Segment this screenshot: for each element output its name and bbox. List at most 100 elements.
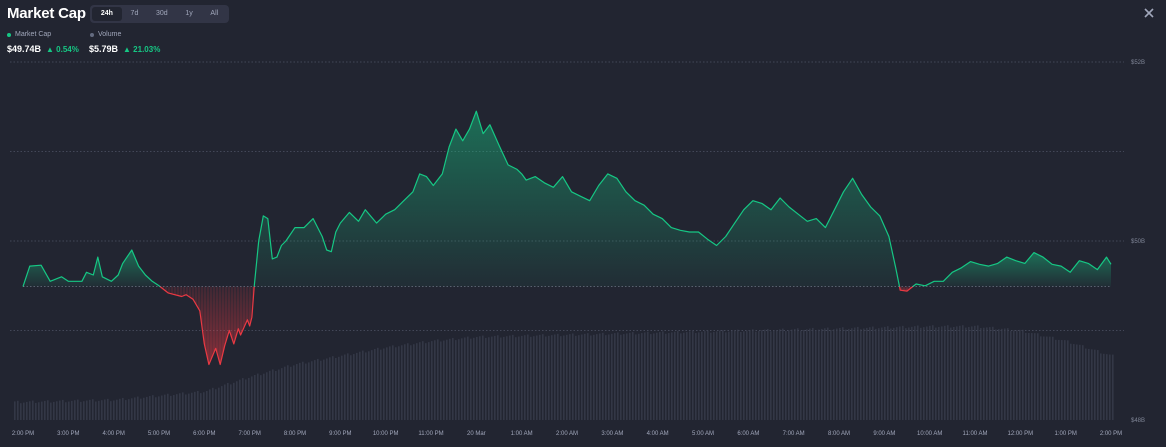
volume-bar bbox=[419, 342, 421, 420]
volume-bar bbox=[68, 401, 70, 420]
tab-24h[interactable]: 24h bbox=[92, 7, 122, 21]
volume-bar bbox=[59, 400, 61, 420]
volume-bar bbox=[278, 369, 280, 420]
volume-bar bbox=[134, 397, 136, 420]
volume-bar bbox=[947, 325, 949, 420]
volume-bar bbox=[98, 400, 100, 420]
volume-bar bbox=[509, 335, 511, 420]
volume-bar bbox=[101, 400, 103, 420]
tab-1y[interactable]: 1y bbox=[185, 10, 193, 17]
volume-bar bbox=[515, 337, 517, 420]
volume-dot-icon bbox=[90, 32, 94, 37]
volume-bar bbox=[806, 329, 808, 420]
volume-bar bbox=[929, 325, 931, 420]
volume-bar bbox=[833, 329, 835, 420]
volume-bar bbox=[995, 329, 997, 420]
volume-bar bbox=[254, 374, 256, 420]
volume-bar bbox=[626, 333, 628, 420]
volume-bar bbox=[899, 326, 901, 420]
volume-bar bbox=[839, 327, 841, 420]
volume-bar bbox=[296, 364, 298, 420]
x-tick-label: 5:00 PM bbox=[148, 431, 170, 437]
y-tick-label: $52B bbox=[1131, 60, 1145, 66]
volume-bar bbox=[1043, 336, 1045, 420]
volume-bar bbox=[935, 327, 937, 420]
volume-bar bbox=[800, 330, 802, 420]
volume-bar bbox=[23, 402, 25, 420]
volume-bar bbox=[62, 399, 64, 420]
volume-bar bbox=[908, 327, 910, 420]
volume-bar bbox=[647, 331, 649, 420]
volume-bar bbox=[470, 338, 472, 420]
volume-bar bbox=[128, 399, 130, 420]
close-icon[interactable] bbox=[1142, 6, 1156, 20]
volume-bar bbox=[596, 334, 598, 420]
volume-bar bbox=[41, 401, 43, 420]
x-tick-label: 2:00 AM bbox=[556, 431, 578, 437]
volume-bar bbox=[1061, 340, 1063, 420]
volume-bar bbox=[194, 391, 196, 420]
volume-bar bbox=[563, 335, 565, 420]
volume-bar bbox=[287, 365, 289, 420]
volume-bar bbox=[848, 328, 850, 420]
volume-bar bbox=[941, 326, 943, 420]
volume-bar bbox=[962, 325, 964, 420]
volume-bar bbox=[548, 335, 550, 420]
volume-bar bbox=[665, 333, 667, 420]
volume-bar bbox=[914, 326, 916, 420]
volume-bar bbox=[821, 328, 823, 420]
volume-bar bbox=[1001, 328, 1003, 420]
volume-bar bbox=[449, 338, 451, 420]
volume-bar bbox=[311, 361, 313, 420]
tab-7d[interactable]: 7d bbox=[130, 10, 139, 17]
volume-bar bbox=[149, 396, 151, 420]
x-tick-label: 3:00 PM bbox=[57, 431, 79, 437]
volume-bar bbox=[998, 329, 1000, 420]
volume-bar bbox=[542, 334, 544, 420]
volume-bar bbox=[1106, 354, 1108, 420]
volume-bar bbox=[29, 401, 31, 420]
volume-bar bbox=[1064, 340, 1066, 420]
tab-all[interactable]: All bbox=[210, 10, 219, 17]
x-tick-label: 2:00 PM bbox=[12, 431, 34, 437]
volume-bar bbox=[140, 398, 142, 420]
x-tick-label: 7:00 PM bbox=[238, 431, 260, 437]
price-line-up bbox=[253, 110, 901, 287]
volume-bar bbox=[818, 329, 820, 420]
volume-bar bbox=[926, 326, 928, 420]
volume-bar bbox=[347, 353, 349, 420]
volume-bar bbox=[1004, 328, 1006, 420]
volume-bar bbox=[113, 400, 115, 420]
volume-bar bbox=[107, 398, 109, 420]
volume-bar bbox=[167, 393, 169, 420]
volume-bar bbox=[368, 351, 370, 420]
volume-bar bbox=[884, 326, 886, 420]
price-line-down bbox=[159, 286, 255, 366]
volume-bar bbox=[35, 402, 37, 420]
volume-bar bbox=[233, 382, 235, 420]
volume-bar bbox=[1049, 336, 1051, 420]
volume-bar bbox=[857, 326, 859, 420]
volume-bar bbox=[398, 346, 400, 420]
volume-bar bbox=[92, 399, 94, 420]
tab-30d[interactable]: 30d bbox=[156, 10, 168, 17]
y-tick-label: $48B bbox=[1131, 418, 1145, 424]
volume-bar bbox=[845, 329, 847, 420]
legend-volume-label: Volume bbox=[98, 31, 122, 38]
volume-bar bbox=[968, 327, 970, 420]
volume-bar bbox=[791, 329, 793, 420]
volume-bar bbox=[155, 397, 157, 420]
volume-bar bbox=[161, 395, 163, 420]
volume-bar bbox=[119, 398, 121, 420]
volume-bar bbox=[116, 399, 118, 420]
volume-bar bbox=[152, 395, 154, 420]
volume-bar bbox=[788, 330, 790, 420]
volume-bar bbox=[95, 401, 97, 420]
volume-bar bbox=[1073, 344, 1075, 420]
volume-bar bbox=[851, 328, 853, 420]
volume-bar bbox=[17, 400, 19, 420]
volume-bar bbox=[20, 403, 22, 420]
volume-bar bbox=[686, 332, 688, 420]
volume-bar bbox=[893, 327, 895, 420]
